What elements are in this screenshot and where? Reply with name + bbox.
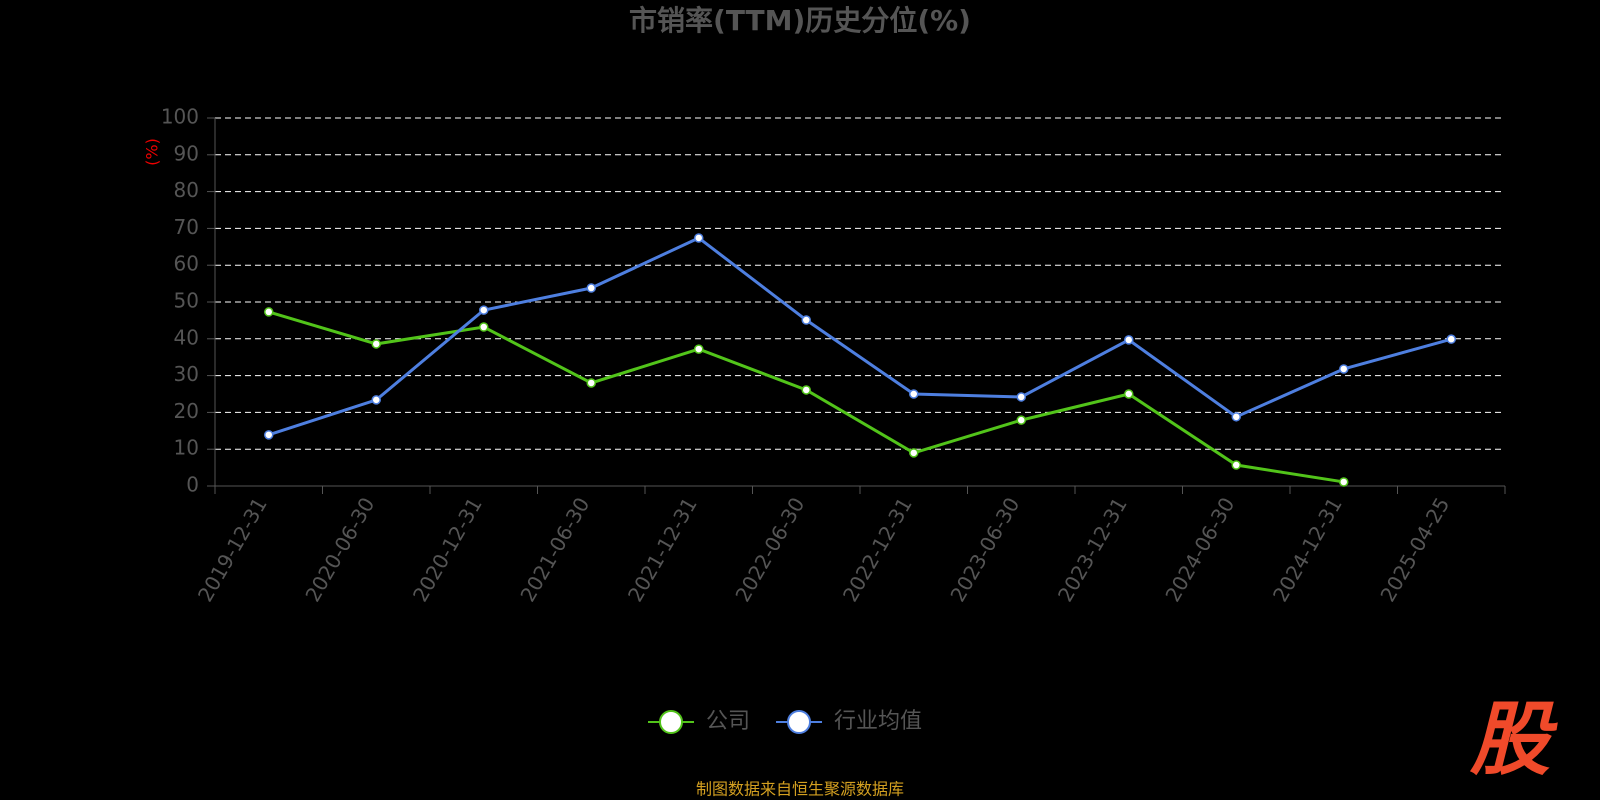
- legend-label: 行业均值: [834, 709, 922, 734]
- point: [909, 448, 919, 458]
- x-tick-label: 2024-06-30: [1160, 493, 1239, 606]
- x-tick-label: 2025-04-25: [1375, 493, 1454, 606]
- source-note: 制图数据来自恒生聚源数据库: [696, 780, 904, 799]
- point: [1016, 392, 1026, 402]
- point: [1339, 477, 1349, 487]
- point: [694, 344, 704, 354]
- x-tick-label: 2021-12-31: [623, 493, 702, 606]
- logo: 股: [1469, 693, 1558, 786]
- y-tick-label: 100: [161, 105, 199, 129]
- x-tick-label: 2021-06-30: [515, 493, 594, 606]
- point: [371, 395, 381, 405]
- point: [586, 378, 596, 388]
- y-tick-label: 90: [174, 141, 199, 165]
- y-tick-label: 50: [174, 289, 199, 313]
- legend-marker: [787, 710, 812, 734]
- x-tick-label: 2023-12-31: [1053, 493, 1132, 606]
- y-tick-label: 0: [186, 473, 199, 497]
- point: [801, 385, 811, 395]
- point: [694, 233, 704, 243]
- y-tick-label: 10: [174, 436, 199, 460]
- x-tick-label: 2020-12-31: [408, 493, 487, 606]
- point: [1339, 364, 1349, 374]
- y-tick-label: 30: [174, 362, 199, 386]
- x-tick-label: 2022-12-31: [838, 493, 917, 606]
- x-tick-label: 2024-12-31: [1268, 493, 1347, 606]
- x-tick-label: 2019-12-31: [193, 493, 272, 606]
- legend-label: 公司: [706, 709, 750, 734]
- legend-marker: [659, 710, 683, 734]
- y-tick-label: 40: [174, 325, 199, 349]
- point: [1231, 412, 1241, 422]
- y-tick-label: 20: [174, 399, 199, 423]
- point: [1231, 460, 1241, 470]
- y-tick-label: 60: [174, 252, 199, 276]
- x-tick-label: 2022-06-30: [730, 493, 809, 606]
- series-line: [268, 236, 1452, 437]
- point: [1124, 335, 1134, 345]
- chart-title: 市销率(TTM)历史分位(%): [629, 4, 971, 37]
- x-tick-label: 2020-06-30: [300, 493, 379, 606]
- point: [264, 430, 274, 440]
- point: [1446, 334, 1456, 344]
- point: [1016, 415, 1026, 425]
- y-tick-label: 80: [174, 178, 199, 202]
- series-line: [268, 310, 1344, 484]
- point: [586, 283, 596, 293]
- point: [479, 305, 489, 315]
- y-axis-label: (%): [143, 138, 162, 166]
- point: [1124, 389, 1134, 399]
- x-tick-label: 2023-06-30: [945, 493, 1024, 606]
- point: [479, 322, 489, 332]
- y-tick-label: 70: [174, 215, 199, 239]
- point: [801, 315, 811, 325]
- point: [371, 339, 381, 349]
- point: [909, 389, 919, 399]
- point: [264, 307, 274, 317]
